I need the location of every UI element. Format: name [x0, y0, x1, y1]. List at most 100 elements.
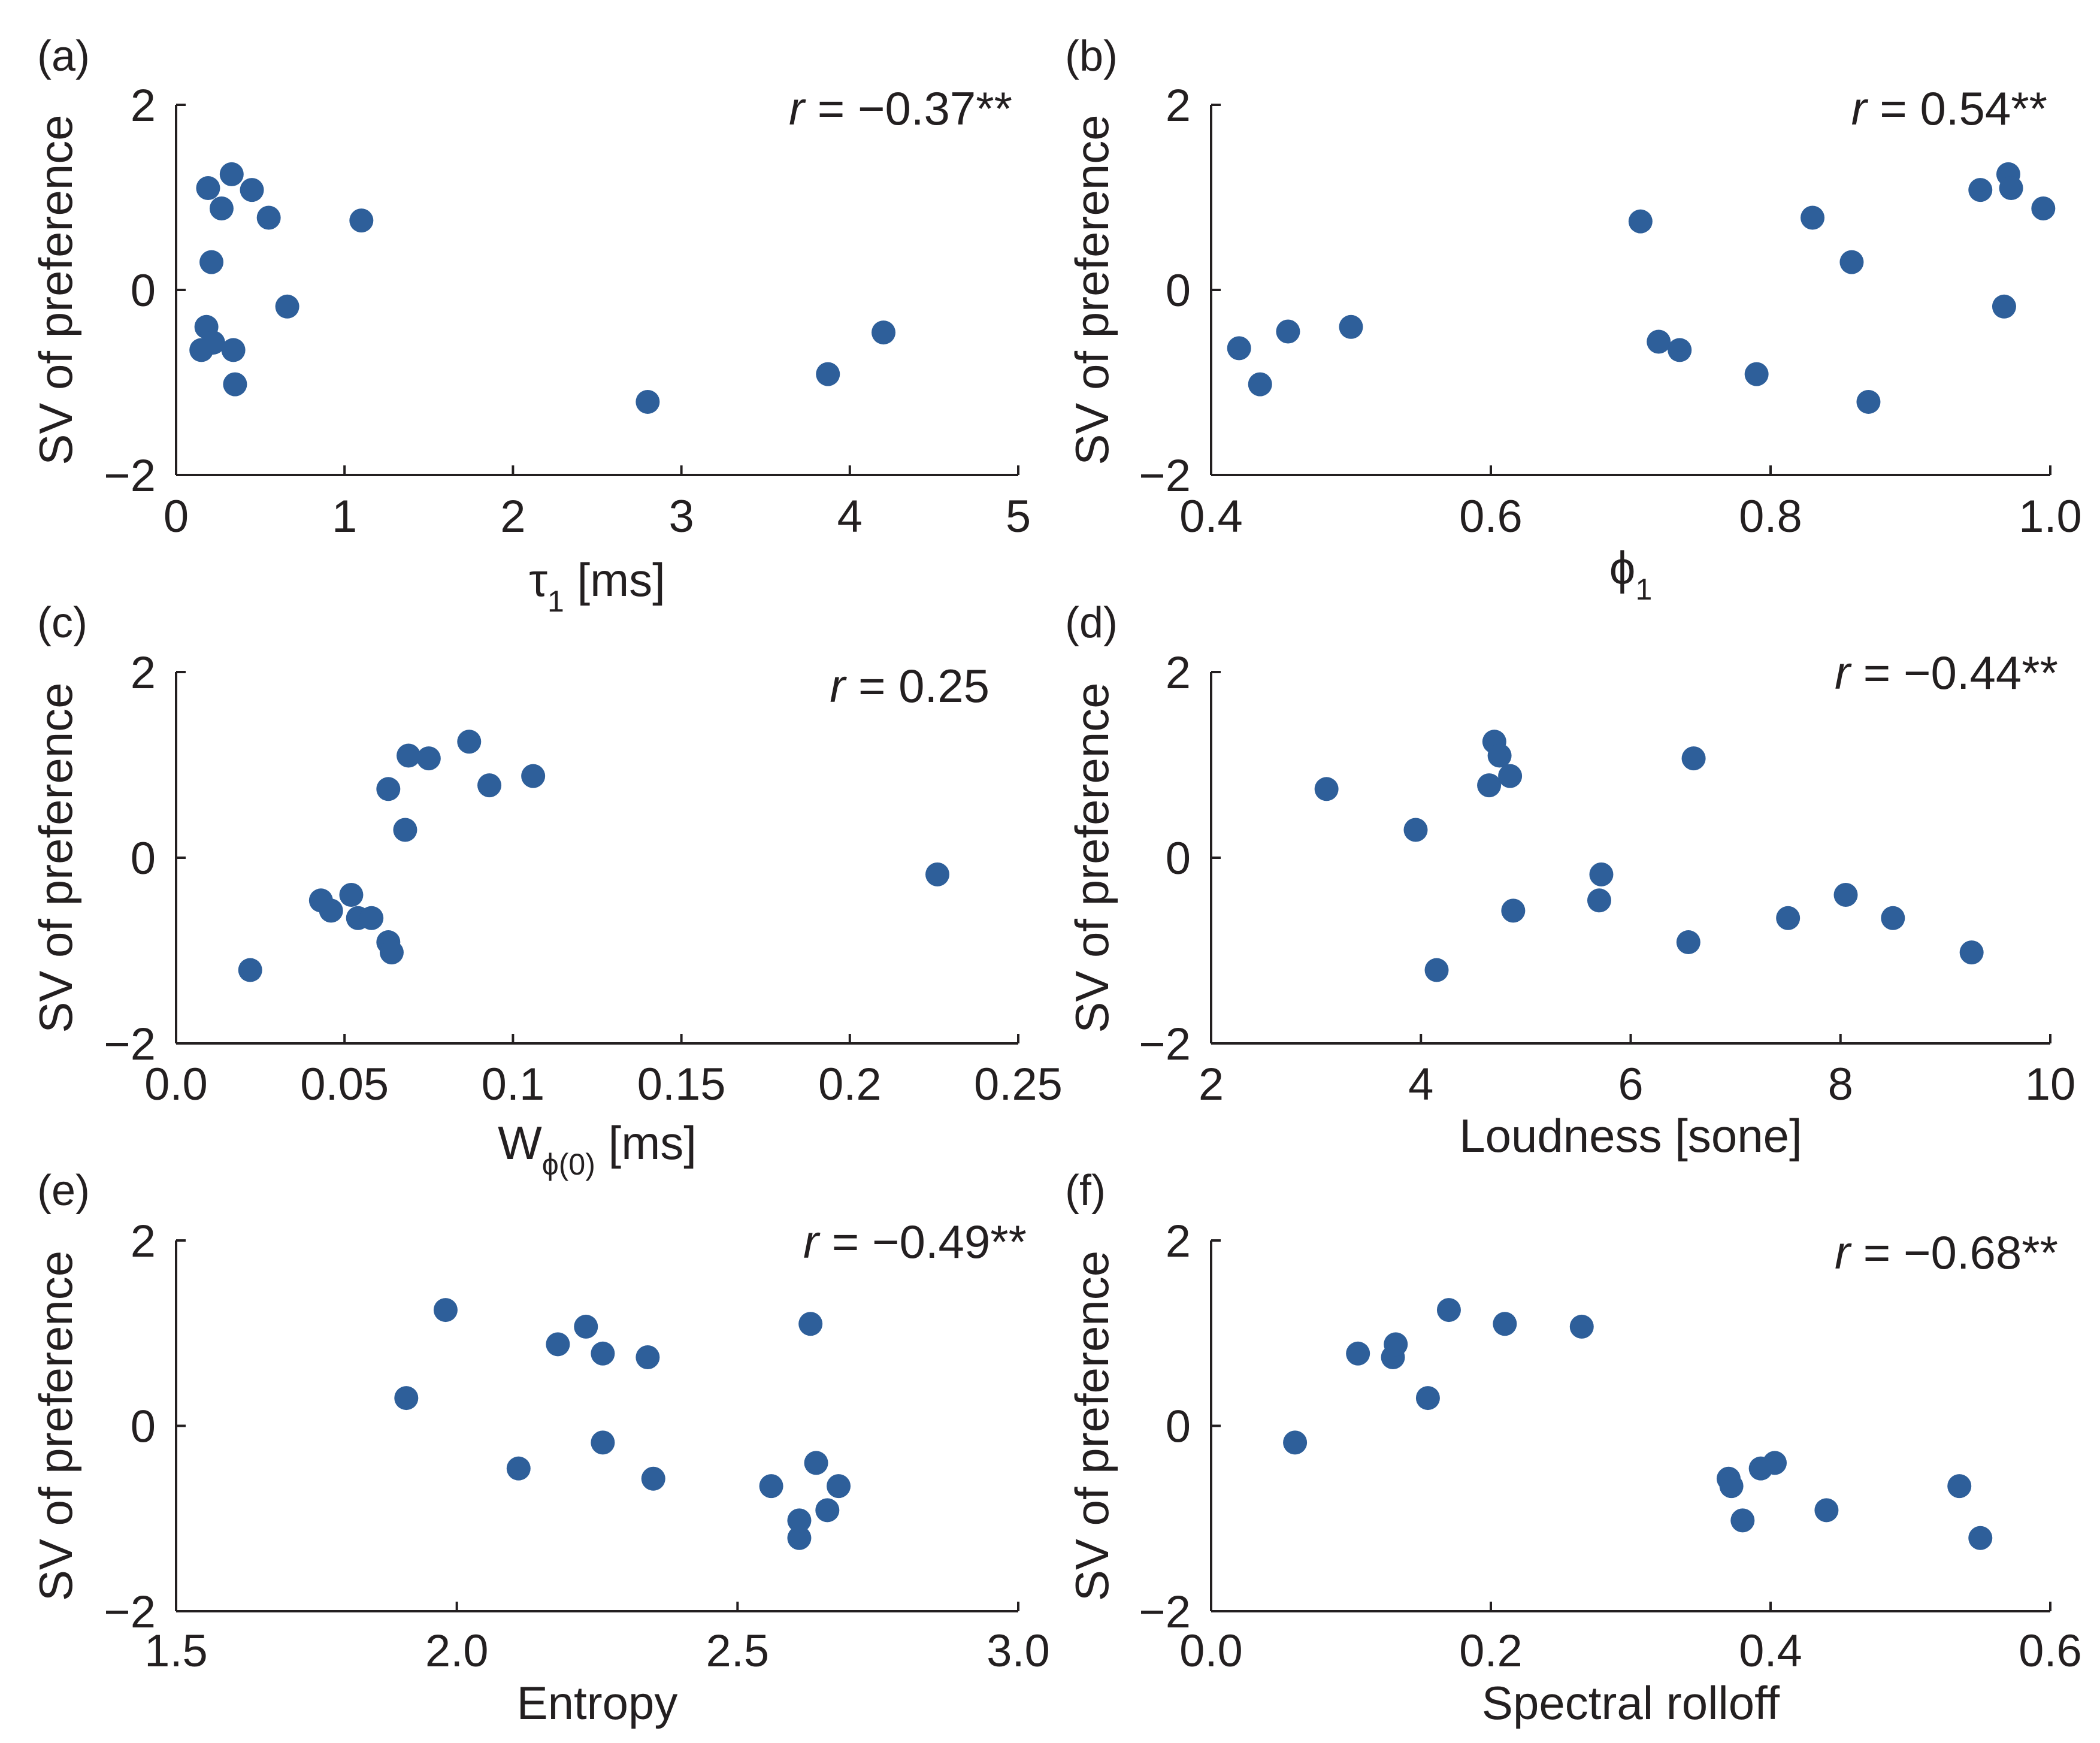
data-point — [1833, 883, 1858, 907]
x-tick-label: 0.4 — [1179, 491, 1243, 542]
x-axis-title: Wϕ(0) [ms] — [498, 1116, 697, 1181]
data-point — [1477, 773, 1502, 798]
data-point — [798, 1312, 823, 1336]
x-tick-label: 10 — [2025, 1059, 2076, 1110]
x-tick-label: 0.15 — [637, 1059, 726, 1110]
x-tick-label: 0.6 — [2019, 1626, 2082, 1677]
panel-label: (b) — [1065, 32, 1118, 80]
data-point — [1992, 294, 2016, 319]
x-tick-label: 0.0 — [144, 1059, 208, 1110]
correlation-label: r = 0.54** — [1851, 82, 2047, 135]
x-axis-title: τ1 [ms] — [529, 553, 665, 618]
data-point — [925, 862, 950, 886]
x-tick-label: 2 — [500, 491, 525, 542]
y-axis-title: SV of preference — [29, 682, 82, 1033]
data-point — [199, 250, 224, 274]
correlation-label: r = −0.68** — [1835, 1226, 2058, 1279]
data-point — [827, 1474, 851, 1499]
data-point — [1493, 1312, 1517, 1336]
y-tick-label: 0 — [1166, 833, 1191, 884]
data-point — [376, 777, 401, 801]
data-point — [591, 1341, 615, 1366]
panel-b: −2 0 2 0.4 0.6 0.8 1.0 ϕ1 SV of preference (b) r =… — [1065, 32, 2082, 606]
data-point — [1339, 314, 1363, 339]
x-tick-label: 0.05 — [300, 1059, 389, 1110]
data-point — [1763, 1451, 1787, 1475]
y-axis-title: SV of preference — [29, 114, 82, 465]
x-tick-label: 1.5 — [144, 1626, 208, 1677]
panel-label: (e) — [37, 1167, 90, 1215]
data-point — [1587, 888, 1611, 913]
data-point — [1814, 1498, 1839, 1523]
data-point — [1968, 178, 1993, 202]
data-point — [221, 338, 246, 362]
data-point — [759, 1474, 783, 1499]
data-point — [546, 1332, 570, 1357]
x-axis-title: ϕ1 — [1609, 541, 1653, 606]
data-point — [1346, 1341, 1370, 1366]
y-tick-label: 0 — [131, 1402, 156, 1452]
y-tick-label: −2 — [1139, 450, 1191, 501]
data-point — [1999, 176, 2023, 201]
data-point — [379, 940, 404, 965]
data-point — [574, 1314, 598, 1339]
y-axis-title: SV of preference — [1066, 114, 1118, 465]
y-tick-label: 2 — [1166, 647, 1191, 698]
data-point — [641, 1466, 665, 1491]
data-point — [506, 1456, 531, 1481]
y-tick-label: 2 — [131, 80, 156, 131]
y-tick-label: 2 — [1166, 1216, 1191, 1267]
data-point — [1314, 777, 1339, 801]
x-axis-title: Entropy — [517, 1677, 678, 1729]
x-tick-label: 4 — [1408, 1059, 1433, 1110]
x-tick-label: 0.25 — [974, 1059, 1063, 1110]
data-point — [189, 338, 214, 362]
y-tick-label: 2 — [131, 1216, 156, 1267]
data-point — [1856, 389, 1881, 414]
x-tick-label: 5 — [1006, 491, 1031, 542]
x-tick-label: 2 — [1199, 1059, 1224, 1110]
data-point — [1730, 1508, 1755, 1533]
x-tick-label: 3.0 — [987, 1626, 1050, 1677]
x-tick-label: 0.2 — [818, 1059, 882, 1110]
data-point — [1681, 746, 1706, 771]
panel-e: −2 0 2 1.5 2.0 2.5 3.0 Entropy SV of preference (… — [29, 1167, 1050, 1729]
x-tick-label: 0.6 — [1459, 491, 1523, 542]
data-point — [2031, 196, 2056, 221]
correlation-label: r = −0.44** — [1835, 646, 2058, 699]
x-tick-label: 1.0 — [2019, 491, 2082, 542]
y-tick-label: 2 — [131, 647, 156, 698]
data-point — [1283, 1430, 1308, 1455]
x-tick-label: 0 — [164, 491, 189, 542]
data-point — [1668, 338, 1692, 362]
y-axis-title: SV of preference — [29, 1251, 82, 1601]
y-tick-label: −2 — [104, 450, 156, 501]
data-point — [1839, 250, 1864, 274]
panel-label: (a) — [37, 32, 90, 80]
y-tick-label: 0 — [1166, 1402, 1191, 1452]
correlation-label: r = 0.25 — [830, 659, 990, 712]
y-axis-title: SV of preference — [1066, 682, 1118, 1033]
data-point — [1384, 1332, 1408, 1357]
data-point — [1424, 958, 1449, 982]
data-point — [1589, 862, 1614, 886]
data-point — [1881, 906, 1905, 930]
data-point — [787, 1526, 812, 1550]
data-point — [1248, 372, 1272, 397]
x-tick-label: 8 — [1828, 1059, 1853, 1110]
correlation-label: r = −0.49** — [803, 1215, 1027, 1268]
data-point — [521, 764, 546, 788]
data-point — [1227, 336, 1251, 361]
y-tick-label: −2 — [104, 1019, 156, 1070]
y-tick-label: −2 — [104, 1587, 156, 1638]
data-point — [1676, 930, 1700, 955]
data-point — [394, 1386, 419, 1411]
x-axis-title: Loudness [sone] — [1459, 1109, 1802, 1162]
data-point — [219, 162, 244, 186]
data-point — [256, 205, 281, 230]
x-tick-label: 0.1 — [482, 1059, 545, 1110]
x-tick-label: 0.0 — [1179, 1626, 1243, 1677]
data-point — [1415, 1386, 1440, 1411]
